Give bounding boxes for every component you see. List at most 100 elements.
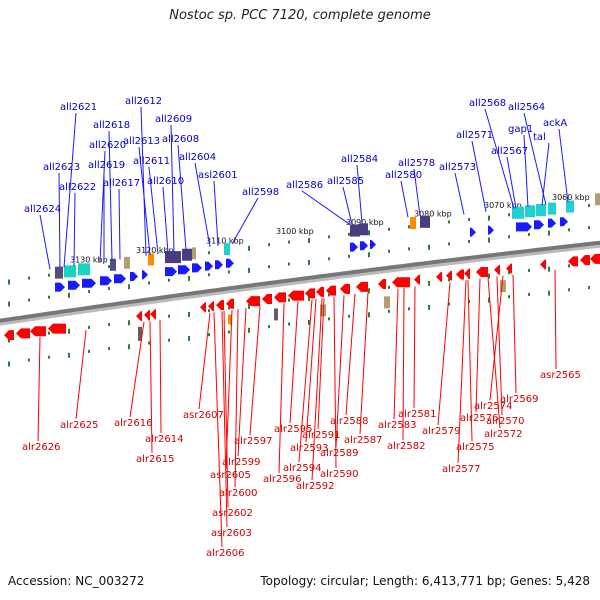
lower-tick [448,302,450,306]
upper-tick [568,228,570,232]
upper-tick [388,227,390,231]
feature-block [78,263,90,276]
forward-gene-label: all2568 [469,98,506,109]
reverse-gene-arrow [4,330,14,341]
reverse-gene-label: alr2581 [398,409,436,420]
feature-block [420,215,430,228]
reverse-gene-arrow [456,269,464,280]
upper-tick [248,245,250,251]
forward-gene-arrow [488,225,494,235]
reverse-gene-arrow [446,270,452,281]
upper-tick [508,235,510,239]
lower-tick [228,330,230,334]
upper-tick [528,232,530,236]
forward-gene-arrow [68,280,80,290]
forward-gene-arrow [165,267,177,277]
lower-tick [308,295,310,301]
forward-gene-arrow [114,274,126,284]
forward-gene-arrow [560,217,568,227]
reverse-leader-line [278,303,285,474]
upper-tick [388,249,390,253]
reverse-gene-label: alr2592 [296,481,334,492]
reverse-gene-arrow [580,254,590,265]
reverse-gene-arrow [378,279,386,290]
reverse-leader-line [359,292,369,435]
scale-label: 3130 kbp [70,255,108,264]
lower-tick [168,338,170,342]
forward-gene-arrow [55,282,65,292]
lower-tick [208,333,210,337]
genome-summary: Topology: circular; Length: 6,413,771 bp… [260,574,590,588]
reverse-leader-line [335,295,345,448]
upper-tick [288,240,290,244]
lower-tick [548,266,550,272]
reverse-gene-label: alr2577 [442,464,480,475]
forward-gene-arrow [516,222,532,232]
reverse-gene-arrow [48,323,66,334]
lower-tick [208,309,210,313]
upper-tick [188,275,190,281]
forward-gene-label: all2573 [439,162,476,173]
forward-gene-arrow [100,276,112,286]
reverse-leader-line [317,297,325,430]
forward-leader-line [471,140,487,212]
upper-tick [248,267,250,273]
lower-tick [368,312,370,318]
forward-gene-arrow [360,241,368,251]
feature-block [548,202,556,215]
forward-gene-label: all2608 [162,134,199,145]
upper-tick [268,265,270,269]
forward-gene-label: all2567 [491,146,528,157]
lower-tick [328,293,330,297]
feature-block [566,200,574,213]
reverse-leader-line [475,278,481,413]
reverse-leader-line [512,274,517,394]
upper-tick [8,301,10,307]
forward-leader-line [356,164,363,224]
upper-tick [448,220,450,224]
forward-gene-label: all2623 [43,162,80,173]
forward-leader-line [170,124,175,252]
reverse-gene-label: alr2588 [330,416,368,427]
upper-tick [48,273,50,277]
reverse-gene-label: alr2576 [460,413,498,424]
lower-tick [228,306,230,310]
feature-block [274,308,278,321]
lower-tick [568,264,570,268]
forward-gene-label: all2578 [398,158,435,169]
reverse-gene-label: alr2591 [302,430,340,441]
forward-gene-arrow [82,278,96,288]
upper-tick [268,243,270,247]
reverse-gene-label: alr2616 [114,418,152,429]
upper-tick [68,292,70,298]
upper-tick [48,295,50,299]
forward-gene-label: all2618 [93,120,130,131]
forward-leader-line [63,112,77,268]
forward-gene-arrow [142,270,148,280]
feature-block [350,224,360,237]
forward-gene-arrow [215,260,223,270]
reverse-gene-label: asr2603 [211,528,252,539]
reverse-gene-arrow [590,253,600,264]
scale-label: 3110 kbp [206,236,244,245]
reverse-gene-label: alr2574 [474,401,512,412]
lower-tick [388,309,390,313]
upper-tick [428,244,430,250]
forward-gene-label: all2598 [242,187,279,198]
forward-leader-line [140,106,147,256]
forward-leader-line [558,128,569,203]
forward-leader-line [162,186,169,253]
forward-gene-arrow [470,227,476,237]
reverse-gene-label: alr2625 [60,420,98,431]
forward-gene-arrow [130,271,138,281]
reverse-gene-arrow [326,285,336,296]
lower-tick [428,304,430,310]
reverse-gene-label: alr2599 [222,457,260,468]
forward-leader-line [454,172,465,215]
feature-block [224,243,230,256]
lower-tick [588,286,590,290]
reverse-leader-line [198,312,211,410]
forward-gene-label: all2580 [385,170,422,181]
upper-tick [408,247,410,251]
